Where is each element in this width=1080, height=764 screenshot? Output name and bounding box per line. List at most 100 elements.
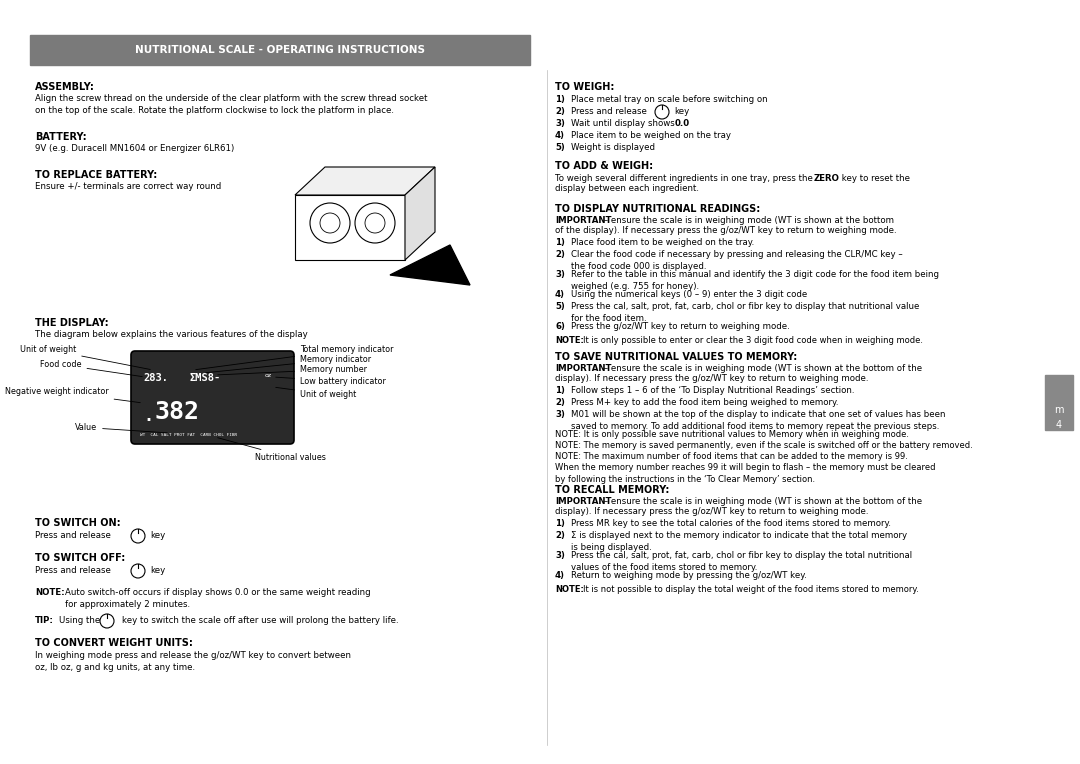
Polygon shape [405, 167, 435, 260]
Text: ASSEMBLY:: ASSEMBLY: [35, 82, 95, 92]
Text: display between each ingredient.: display between each ingredient. [555, 184, 699, 193]
Text: Unit of weight: Unit of weight [21, 345, 150, 370]
Text: Negative weight indicator: Negative weight indicator [5, 387, 140, 403]
Text: Total memory indicator: Total memory indicator [195, 345, 393, 370]
Text: Follow steps 1 – 6 of the ‘To Display Nutritional Readings’ section.: Follow steps 1 – 6 of the ‘To Display Nu… [571, 386, 854, 395]
Text: 283.: 283. [143, 373, 168, 383]
Text: Place food item to be weighed on the tray.: Place food item to be weighed on the tra… [571, 238, 754, 247]
Text: It is not possible to display the total weight of the food items stored to memor: It is not possible to display the total … [583, 585, 919, 594]
FancyBboxPatch shape [131, 351, 294, 444]
Text: TO SWITCH ON:: TO SWITCH ON: [35, 518, 121, 528]
Text: TO SAVE NUTRITIONAL VALUES TO MEMORY:: TO SAVE NUTRITIONAL VALUES TO MEMORY: [555, 352, 797, 362]
Text: key to reset the: key to reset the [839, 174, 910, 183]
Text: NOTE:: NOTE: [555, 336, 584, 345]
Text: display). If necessary press the g/oz/WT key to return to weighing mode.: display). If necessary press the g/oz/WT… [555, 374, 868, 383]
Text: 0.0: 0.0 [675, 119, 690, 128]
Text: BATTERY:: BATTERY: [35, 132, 86, 142]
Text: Weight is displayed: Weight is displayed [571, 143, 654, 152]
Text: TO ADD & WEIGH:: TO ADD & WEIGH: [555, 161, 653, 171]
Text: Memory indicator: Memory indicator [206, 355, 372, 373]
Text: TO WEIGH:: TO WEIGH: [555, 82, 615, 92]
Text: 382: 382 [156, 400, 200, 424]
Text: Memory number: Memory number [218, 365, 367, 375]
Text: Press and release: Press and release [35, 566, 111, 575]
Text: 3): 3) [555, 551, 565, 560]
Text: Wait until display shows: Wait until display shows [571, 119, 677, 128]
Text: NUTRITIONAL SCALE - OPERATING INSTRUCTIONS: NUTRITIONAL SCALE - OPERATING INSTRUCTIO… [135, 45, 426, 55]
Text: TO DISPLAY NUTRITIONAL READINGS:: TO DISPLAY NUTRITIONAL READINGS: [555, 204, 760, 214]
Text: 3): 3) [555, 270, 565, 279]
Text: 4): 4) [555, 131, 565, 140]
Text: key: key [150, 531, 165, 540]
Text: Press and release: Press and release [571, 107, 647, 116]
Text: Clear the food code if necessary by pressing and releasing the CLR/MC key –
the : Clear the food code if necessary by pres… [571, 250, 903, 270]
Text: TO SWITCH OFF:: TO SWITCH OFF: [35, 553, 125, 563]
FancyBboxPatch shape [1045, 375, 1074, 430]
Text: 4: 4 [1056, 420, 1062, 430]
Text: 3): 3) [555, 410, 565, 419]
Text: In weighing mode press and release the g/oz/WT key to convert between
oz, lb oz,: In weighing mode press and release the g… [35, 651, 351, 672]
Text: IMPORTANT: IMPORTANT [555, 497, 611, 506]
Text: M01 will be shown at the top of the display to indicate that one set of values h: M01 will be shown at the top of the disp… [571, 410, 945, 431]
Text: Press the g/oz/WT key to return to weighing mode.: Press the g/oz/WT key to return to weigh… [571, 322, 789, 331]
Text: Using the: Using the [59, 616, 100, 625]
Text: 5): 5) [555, 302, 565, 311]
Text: NOTE: It is only possible save nutritional values to Memory when in weighing mod: NOTE: It is only possible save nutrition… [555, 430, 909, 439]
Text: Press and release: Press and release [35, 531, 111, 540]
Text: 1): 1) [555, 386, 565, 395]
Text: Place item to be weighed on the tray: Place item to be weighed on the tray [571, 131, 731, 140]
Text: 2): 2) [555, 531, 565, 540]
Polygon shape [390, 245, 470, 285]
Text: Refer to the table in this manual and identify the 3 digit code for the food ite: Refer to the table in this manual and id… [571, 270, 939, 291]
Text: WT  CAL SALT PROT FAT  CARB CHOL FIBR: WT CAL SALT PROT FAT CARB CHOL FIBR [140, 433, 238, 437]
Text: Nutritional values: Nutritional values [218, 438, 326, 462]
Text: Value: Value [75, 423, 167, 433]
Text: key: key [150, 566, 165, 575]
Text: 4): 4) [555, 290, 565, 299]
Text: NOTE:: NOTE: [35, 588, 65, 597]
Text: – ensure the scale is in weighing mode (WT is shown at the bottom of the: – ensure the scale is in weighing mode (… [600, 364, 922, 373]
Text: Press the cal, salt, prot, fat, carb, chol or fibr key to display the total nutr: Press the cal, salt, prot, fat, carb, ch… [571, 551, 913, 571]
Text: key to switch the scale off after use will prolong the battery life.: key to switch the scale off after use wi… [122, 616, 399, 625]
Text: Press M+ key to add the food item being weighed to memory.: Press M+ key to add the food item being … [571, 398, 838, 407]
Polygon shape [295, 167, 435, 195]
Text: Place metal tray on scale before switching on: Place metal tray on scale before switchi… [571, 95, 768, 104]
Text: TO REPLACE BATTERY:: TO REPLACE BATTERY: [35, 170, 158, 180]
Text: Align the screw thread on the underside of the clear platform with the screw thr: Align the screw thread on the underside … [35, 94, 428, 115]
Text: key: key [674, 107, 689, 116]
Text: 6): 6) [555, 322, 565, 331]
Text: 1): 1) [555, 519, 565, 528]
Text: ΣMS8-: ΣMS8- [190, 373, 221, 383]
Text: ZERO: ZERO [814, 174, 840, 183]
Text: 2): 2) [555, 398, 565, 407]
Text: 2): 2) [555, 250, 565, 259]
Text: Σ is displayed next to the memory indicator to indicate that the total memory
is: Σ is displayed next to the memory indica… [571, 531, 907, 552]
Text: TIP:: TIP: [35, 616, 54, 625]
Text: It is only possible to enter or clear the 3 digit food code when in weighing mod: It is only possible to enter or clear th… [583, 336, 923, 345]
Text: display). If necessary press the g/oz/WT key to return to weighing mode.: display). If necessary press the g/oz/WT… [555, 507, 868, 516]
Text: – ensure the scale is in weighing mode (WT is shown at the bottom: – ensure the scale is in weighing mode (… [600, 216, 894, 225]
Text: Press MR key to see the total calories of the food items stored to memory.: Press MR key to see the total calories o… [571, 519, 891, 528]
Text: NOTE: The memory is saved permanently, even if the scale is switched off or the : NOTE: The memory is saved permanently, e… [555, 441, 973, 450]
Text: 4): 4) [555, 571, 565, 580]
FancyBboxPatch shape [30, 35, 530, 65]
Text: To weigh several different ingredients in one tray, press the: To weigh several different ingredients i… [555, 174, 815, 183]
Text: m: m [1054, 405, 1064, 415]
Text: Food code: Food code [40, 360, 143, 377]
Text: TO RECALL MEMORY:: TO RECALL MEMORY: [555, 485, 670, 495]
Text: 2): 2) [555, 107, 565, 116]
Text: IMPORTANT: IMPORTANT [555, 364, 611, 373]
Text: Press the cal, salt, prot, fat, carb, chol or fibr key to display that nutrition: Press the cal, salt, prot, fat, carb, ch… [571, 302, 919, 323]
Text: Auto switch-off occurs if display shows 0.0 or the same weight reading
for appro: Auto switch-off occurs if display shows … [65, 588, 370, 609]
Text: The diagram below explains the various features of the display: The diagram below explains the various f… [35, 330, 308, 339]
Text: NOTE:: NOTE: [555, 585, 584, 594]
Text: Return to weighing mode by pressing the g/oz/WT key.: Return to weighing mode by pressing the … [571, 571, 807, 580]
Text: 5): 5) [555, 143, 565, 152]
Text: When the memory number reaches 99 it will begin to flash – the memory must be cl: When the memory number reaches 99 it wil… [555, 463, 935, 484]
Text: Unit of weight: Unit of weight [275, 387, 356, 399]
Text: of the display). If necessary press the g/oz/WT key to return to weighing mode.: of the display). If necessary press the … [555, 226, 896, 235]
Text: 1): 1) [555, 95, 565, 104]
Text: 3): 3) [555, 119, 565, 128]
Text: – ensure the scale is in weighing mode (WT is shown at the bottom of the: – ensure the scale is in weighing mode (… [600, 497, 922, 506]
Text: Using the numerical keys (0 – 9) enter the 3 digit code: Using the numerical keys (0 – 9) enter t… [571, 290, 807, 299]
